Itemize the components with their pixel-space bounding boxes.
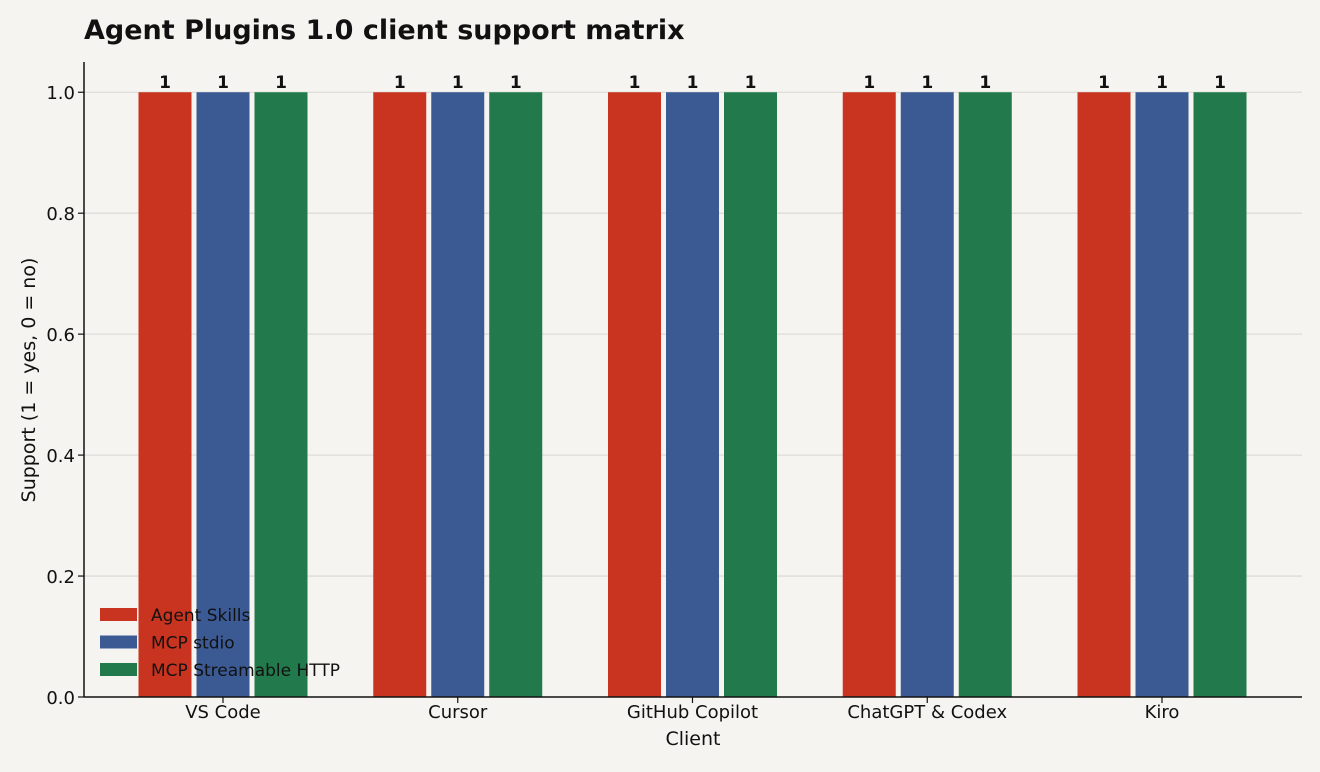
y-tick-label: 0.2 — [46, 567, 75, 588]
bar-value-label: 1 — [1098, 73, 1110, 93]
x-axis-label: Client — [665, 728, 720, 750]
bar-value-label: 1 — [1214, 73, 1226, 93]
x-tick-label: Kiro — [1145, 702, 1180, 723]
bar — [958, 92, 1012, 697]
legend-swatch — [100, 608, 137, 621]
legend-label: MCP Streamable HTTP — [151, 661, 340, 681]
bar — [373, 92, 427, 697]
y-ticks: 0.0 0.2 0.4 0.6 0.8 1.0 — [46, 83, 84, 709]
bar — [724, 92, 777, 697]
x-tick-label: Cursor — [428, 702, 488, 723]
y-tick-label: 0.6 — [46, 325, 75, 346]
bar-value-label: 1 — [275, 73, 287, 93]
bars — [138, 92, 1247, 697]
bar — [900, 92, 954, 697]
chart-title: Agent Plugins 1.0 client support matrix — [84, 15, 685, 46]
y-tick-label: 0.8 — [46, 204, 75, 225]
x-tick-label: GitHub Copilot — [627, 702, 758, 723]
y-tick-label: 0.0 — [46, 688, 75, 709]
bar-value-label: 1 — [629, 73, 641, 93]
bar-value-label: 1 — [394, 73, 406, 93]
bar — [608, 92, 661, 697]
bar — [431, 92, 485, 697]
x-tick-label: VS Code — [185, 702, 261, 723]
bar-value-label: 1 — [921, 73, 933, 93]
bar — [666, 92, 719, 697]
bar — [138, 92, 192, 697]
legend-label: MCP stdio — [151, 634, 235, 654]
bar — [1077, 92, 1131, 697]
data-labels: 1 1 1 1 1 1 1 1 1 1 1 1 1 1 1 — [159, 73, 1226, 93]
legend: Agent Skills MCP stdio MCP Streamable HTTP — [100, 606, 340, 681]
legend-swatch — [100, 635, 137, 649]
bar — [489, 92, 543, 697]
bar-value-label: 1 — [687, 73, 699, 93]
bar — [254, 92, 308, 697]
y-axis-label: Support (1 = yes, 0 = no) — [18, 258, 40, 503]
bar-value-label: 1 — [217, 73, 229, 93]
bar-value-label: 1 — [159, 73, 171, 93]
x-ticks: VS Code Cursor GitHub Copilot ChatGPT & Cod… — [185, 697, 1179, 723]
bar — [196, 92, 250, 697]
bar-value-label: 1 — [1156, 73, 1168, 93]
bar — [1135, 92, 1189, 697]
y-tick-label: 1.0 — [46, 83, 75, 104]
bar-value-label: 1 — [510, 73, 522, 93]
bar — [1193, 92, 1247, 697]
bar-value-label: 1 — [863, 73, 875, 93]
bar-value-label: 1 — [745, 73, 757, 93]
bar-value-label: 1 — [979, 73, 991, 93]
y-tick-label: 0.4 — [46, 446, 75, 467]
legend-swatch — [100, 663, 137, 676]
legend-label: Agent Skills — [151, 606, 251, 626]
x-tick-label: ChatGPT & Codex — [847, 702, 1007, 723]
bar — [842, 92, 896, 697]
bar-value-label: 1 — [452, 73, 464, 93]
